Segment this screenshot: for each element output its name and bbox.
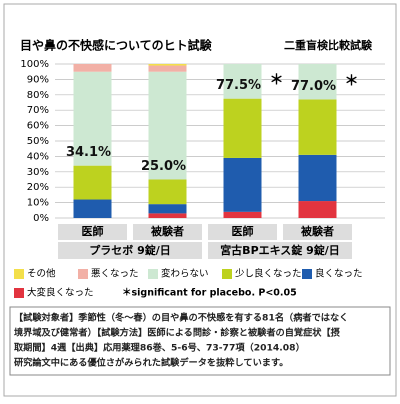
bar-segment bbox=[223, 64, 262, 99]
significance-mark: ＊ bbox=[345, 73, 359, 89]
y-tick-label: 50% bbox=[27, 136, 49, 147]
legend-swatch bbox=[78, 269, 88, 279]
y-tick-label: 10% bbox=[27, 198, 49, 209]
bar-segment bbox=[148, 179, 187, 205]
bar-segment bbox=[148, 204, 187, 214]
bar-segment bbox=[148, 213, 187, 218]
chart-subtitle: 二重盲検比較試験 bbox=[284, 38, 373, 52]
legend-swatch bbox=[14, 269, 24, 279]
bar-segment bbox=[298, 64, 337, 100]
y-tick-label: 30% bbox=[27, 167, 49, 178]
bar-segment bbox=[73, 199, 112, 218]
bar-segment bbox=[223, 98, 262, 158]
group-bg bbox=[58, 242, 202, 259]
group-label: プラセボ 9錠/日 bbox=[89, 243, 171, 257]
note-box bbox=[9, 306, 391, 376]
category-bg bbox=[58, 224, 127, 240]
footnote-line: 【試験対象者】季節性（冬〜春）の目や鼻の不快感を有する81名（病者ではなく bbox=[14, 312, 348, 324]
bar-segment bbox=[298, 154, 337, 202]
bar-segment bbox=[298, 99, 337, 155]
bar-segment bbox=[223, 157, 262, 212]
bar-segment bbox=[298, 201, 337, 218]
y-tick-label: 80% bbox=[27, 90, 49, 101]
bar-segment bbox=[223, 211, 262, 218]
category-bg bbox=[133, 224, 202, 240]
legend-label: 大変良くなった bbox=[27, 287, 94, 299]
category-bg bbox=[283, 224, 352, 240]
footnote-line: 研究論文中にある優位さがみられた試験データを抜粋しています。 bbox=[14, 357, 288, 369]
category-bg bbox=[208, 224, 277, 240]
group-label: 宮古BPエキス錠 9錠/日 bbox=[220, 243, 340, 257]
legend-swatch bbox=[222, 269, 232, 279]
y-tick-label: 0% bbox=[33, 213, 49, 224]
legend-swatch bbox=[14, 288, 24, 298]
legend-swatch bbox=[302, 269, 312, 279]
bar-segment bbox=[73, 71, 112, 166]
legend-swatch bbox=[148, 269, 158, 279]
annotation: 77.0% bbox=[291, 79, 336, 94]
annotation: 77.5% bbox=[216, 78, 261, 93]
y-tick-label: 70% bbox=[27, 105, 49, 116]
y-tick-label: 40% bbox=[27, 151, 49, 162]
annotation: 25.0% bbox=[141, 159, 186, 174]
chart-title: 目や鼻の不快感についてのヒト試験 bbox=[20, 38, 213, 53]
y-tick-label: 100% bbox=[20, 59, 49, 70]
bar-segment bbox=[148, 65, 187, 72]
legend-label: 少し良くなった bbox=[235, 268, 302, 280]
bar-segment bbox=[73, 165, 112, 200]
x-tick-label: 被験者 bbox=[301, 224, 334, 238]
bar-segment bbox=[148, 64, 187, 66]
legend-label: その他 bbox=[27, 268, 56, 280]
x-tick-label: 医師 bbox=[232, 224, 254, 238]
annotation: 34.1% bbox=[66, 145, 111, 160]
x-tick-label: 被験者 bbox=[151, 224, 184, 238]
legend-label: 変わらない bbox=[161, 268, 209, 280]
y-tick-label: 60% bbox=[27, 121, 49, 132]
y-tick-label: 20% bbox=[27, 182, 49, 193]
legend-note: ＊significant for placebo. P<0.05 bbox=[122, 288, 297, 299]
group-bg bbox=[208, 242, 352, 259]
legend-label: 悪くなった bbox=[91, 269, 139, 280]
y-tick-label: 90% bbox=[27, 74, 49, 85]
footnote-line: 境界域及び健常者）【試験方法】医師による問診・診察と被験者の自覚症状【摂 bbox=[14, 327, 341, 339]
legend-label: 良くなった bbox=[315, 268, 363, 280]
significance-mark: ＊ bbox=[270, 73, 284, 89]
x-tick-label: 医師 bbox=[82, 224, 104, 238]
footnote-line: 取期間】4週【出典】応用薬理86巻、5-6号、73-77項（2014.08） bbox=[14, 342, 305, 354]
bar-segment bbox=[148, 71, 187, 180]
bar-segment bbox=[73, 64, 112, 72]
